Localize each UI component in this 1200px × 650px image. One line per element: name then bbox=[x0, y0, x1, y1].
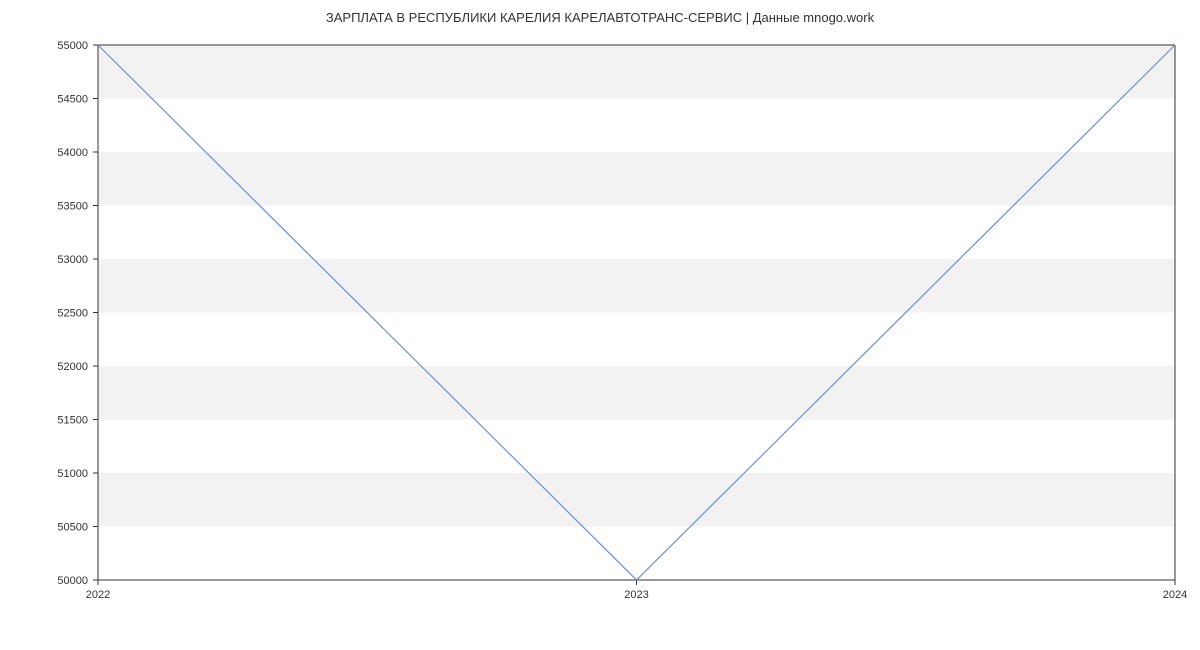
grid-band bbox=[98, 45, 1175, 99]
y-tick-label: 51500 bbox=[57, 415, 88, 427]
grid-band bbox=[98, 366, 1175, 420]
y-tick-label: 52000 bbox=[57, 361, 88, 373]
y-tick-label: 50500 bbox=[57, 522, 88, 534]
y-tick-label: 55000 bbox=[57, 40, 88, 52]
x-tick-label: 2022 bbox=[86, 589, 110, 601]
y-tick-label: 53000 bbox=[57, 254, 88, 266]
salary-chart: ЗАРПЛАТА В РЕСПУБЛИКИ КАРЕЛИЯ КАРЕЛАВТОТ… bbox=[0, 0, 1200, 650]
grid-band bbox=[98, 473, 1175, 527]
y-tick-label: 53500 bbox=[57, 201, 88, 213]
chart-svg: 50000 50500 51000 51500 52000 52500 53000 53500… bbox=[0, 0, 1200, 650]
y-tick-label: 52500 bbox=[57, 308, 88, 320]
chart-title: ЗАРПЛАТА В РЕСПУБЛИКИ КАРЕЛИЯ КАРЕЛАВТОТ… bbox=[0, 10, 1200, 25]
y-tick-label: 54500 bbox=[57, 94, 88, 106]
grid-band bbox=[98, 259, 1175, 313]
grid-band bbox=[98, 152, 1175, 206]
x-tick-label: 2024 bbox=[1163, 589, 1187, 601]
y-tick-label: 50000 bbox=[57, 575, 88, 587]
y-tick-label: 54000 bbox=[57, 147, 88, 159]
x-tick-label: 2023 bbox=[624, 589, 648, 601]
y-tick-label: 51000 bbox=[57, 468, 88, 480]
